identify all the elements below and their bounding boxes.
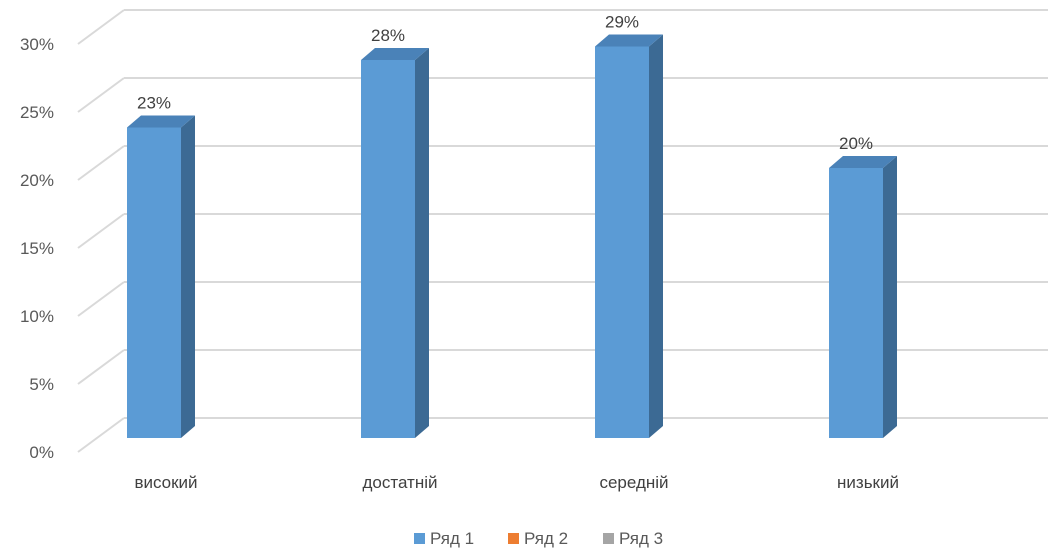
gridline-diagonal xyxy=(77,349,125,385)
bars xyxy=(127,34,897,438)
legend: Ряд 1 Ряд 2 Ряд 3 xyxy=(414,529,663,548)
bar-side xyxy=(415,48,429,438)
category-label: середній xyxy=(599,473,668,492)
bar xyxy=(127,127,181,438)
legend-label: Ряд 2 xyxy=(524,529,568,548)
bar-side xyxy=(649,34,663,438)
bar-top xyxy=(361,48,429,60)
bar-side xyxy=(883,156,897,438)
category-label: низький xyxy=(837,473,899,492)
bar-top xyxy=(829,156,897,168)
y-tick-label: 25% xyxy=(20,103,54,122)
data-label: 23% xyxy=(137,94,171,113)
legend-label: Ряд 1 xyxy=(430,529,474,548)
category-label: високий xyxy=(134,473,197,492)
legend-swatch xyxy=(508,533,519,544)
category-labels: високий достатній середній низький xyxy=(134,473,899,492)
y-tick-label: 20% xyxy=(20,171,54,190)
gridline-diagonal xyxy=(77,9,125,45)
gridline-diagonal xyxy=(77,281,125,317)
bar-side xyxy=(181,115,195,438)
data-label: 29% xyxy=(605,13,639,32)
y-tick-label: 0% xyxy=(29,443,54,462)
bar xyxy=(361,60,415,438)
gridline-diagonal xyxy=(77,77,125,113)
y-tick-label: 5% xyxy=(29,375,54,394)
y-axis-ticks: 0% 5% 10% 15% 20% 25% 30% xyxy=(20,35,54,462)
bar xyxy=(595,46,649,438)
gridline-diagonal xyxy=(77,213,125,249)
data-label: 28% xyxy=(371,26,405,45)
data-label: 20% xyxy=(839,134,873,153)
y-tick-label: 10% xyxy=(20,307,54,326)
gridlines xyxy=(77,9,1048,453)
legend-swatch xyxy=(603,533,614,544)
bar xyxy=(829,168,883,438)
category-label: достатній xyxy=(363,473,438,492)
legend-swatch xyxy=(414,533,425,544)
gridline-diagonal xyxy=(77,417,125,453)
gridline-diagonal xyxy=(77,145,125,181)
bar-top xyxy=(127,115,195,128)
y-tick-label: 15% xyxy=(20,239,54,258)
y-tick-label: 30% xyxy=(20,35,54,54)
data-labels: 23% 28% 29% 20% xyxy=(137,13,873,154)
bar-top xyxy=(595,34,663,47)
legend-label: Ряд 3 xyxy=(619,529,663,548)
